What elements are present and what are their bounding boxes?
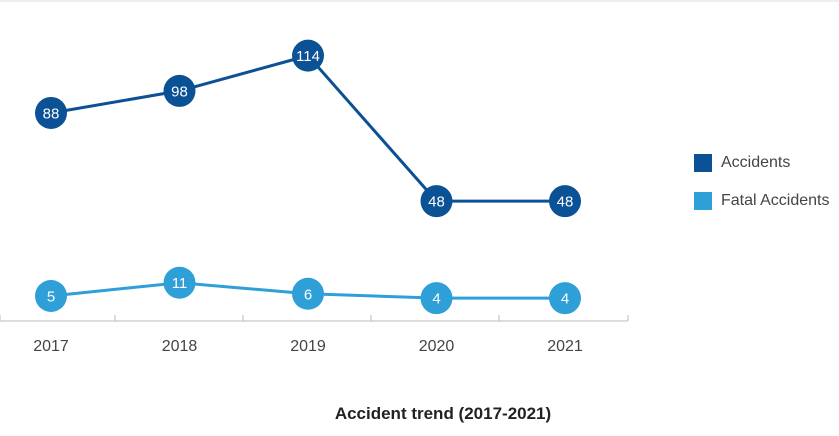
data-point <box>163 74 196 107</box>
data-label: 88 <box>43 105 60 122</box>
data-point <box>163 266 196 299</box>
data-label: 4 <box>561 291 569 308</box>
x-tick-labels: 2017 2018 2019 2020 2021 <box>33 338 583 355</box>
legend-label-accidents: Accidents <box>721 154 791 171</box>
data-point <box>549 185 581 218</box>
series-layer: 88 98 114 48 48 5 11 6 4 4 <box>35 39 581 315</box>
data-point <box>549 282 581 315</box>
data-point <box>292 277 324 310</box>
top-divider <box>0 0 839 2</box>
data-label: 98 <box>171 83 188 100</box>
legend: Accidents Fatal Accidents <box>694 152 830 228</box>
data-label: 4 <box>432 291 440 308</box>
series-fatal-accidents: 5 11 6 4 4 <box>35 266 581 315</box>
data-label: 6 <box>304 286 312 303</box>
series-line <box>50 54 565 203</box>
chart-title: Accident trend (2017-2021) <box>334 404 552 423</box>
legend-swatch-fatal-accidents <box>694 192 712 210</box>
legend-item-fatal-accidents: Fatal Accidents <box>694 190 830 212</box>
x-tick-label: 2020 <box>419 338 455 355</box>
data-point <box>35 96 67 129</box>
x-tick-label: 2018 <box>162 338 198 355</box>
data-point <box>35 279 67 312</box>
line-chart: 88 98 114 48 48 5 11 6 4 4 2017 2018 2019 2020 2021 <box>0 39 629 355</box>
legend-label-fatal-accidents: Fatal Accidents <box>721 192 830 209</box>
x-tick-label: 2017 <box>33 338 69 355</box>
data-label: 5 <box>47 288 55 305</box>
data-point <box>292 39 324 72</box>
legend-item-accidents: Accidents <box>694 152 830 174</box>
x-tick-label: 2019 <box>290 338 326 355</box>
data-label: 114 <box>296 48 320 65</box>
x-axis <box>0 315 629 322</box>
data-point <box>420 185 453 218</box>
data-label: 48 <box>428 194 445 211</box>
data-point <box>420 282 453 315</box>
x-tick-label: 2021 <box>547 338 583 355</box>
data-label: 11 <box>172 275 188 292</box>
series-accidents: 88 98 114 48 48 <box>35 39 581 218</box>
data-label: 48 <box>557 194 574 211</box>
legend-swatch-accidents <box>694 154 712 172</box>
